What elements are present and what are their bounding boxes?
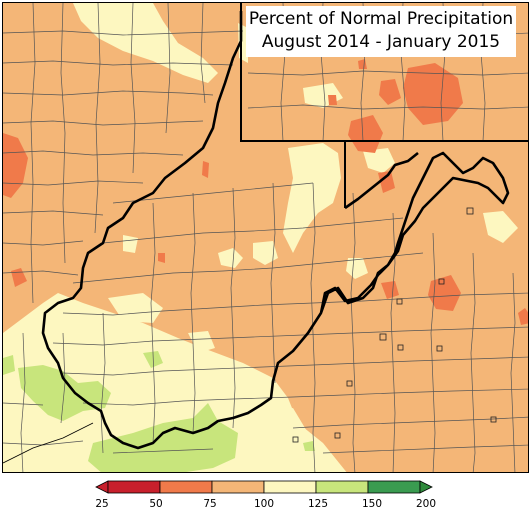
legend-swatch-2	[211, 480, 265, 494]
state-boundary-minor	[3, 422, 94, 464]
legend-tick-label: 125	[308, 498, 328, 510]
title-line-2: August 2014 - January 2015	[261, 32, 501, 52]
county-lines	[3, 3, 528, 472]
map-canvas	[3, 3, 528, 472]
precipitation-map: Percent of Normal Precipitation August 2…	[2, 2, 529, 473]
legend-tick-label: 150	[362, 498, 382, 510]
legend-tick-label: 25	[95, 498, 108, 510]
legend-tick-label: 75	[203, 498, 216, 510]
map-title: Percent of Normal Precipitation August 2…	[246, 6, 516, 57]
legend-tick-label: 100	[254, 498, 274, 510]
near-normal-regions	[3, 3, 518, 472]
inset-border	[240, 3, 346, 208]
title-line-1: Percent of Normal Precipitation	[248, 9, 514, 29]
legend-tick-label: 50	[149, 498, 162, 510]
color-legend: 25 50 75 100 125 150 200	[95, 480, 436, 510]
legend-ticks: 25 50 75 100 125 150 200	[95, 498, 436, 510]
legend-tick-label: 200	[416, 498, 436, 510]
legend-swatch-1	[159, 480, 213, 494]
city-markers	[292, 207, 497, 443]
legend-arrow-low	[95, 480, 109, 494]
above-normal-regions	[3, 351, 315, 472]
legend-bar	[95, 480, 433, 494]
west-virginia-border	[41, 11, 510, 450]
legend-swatch-4	[315, 480, 369, 494]
legend-arrow-high	[419, 480, 433, 494]
legend-swatch-5	[367, 480, 421, 494]
legend-swatch-0	[107, 480, 161, 494]
much-below-regions	[3, 59, 528, 325]
legend-swatch-3	[263, 480, 317, 494]
